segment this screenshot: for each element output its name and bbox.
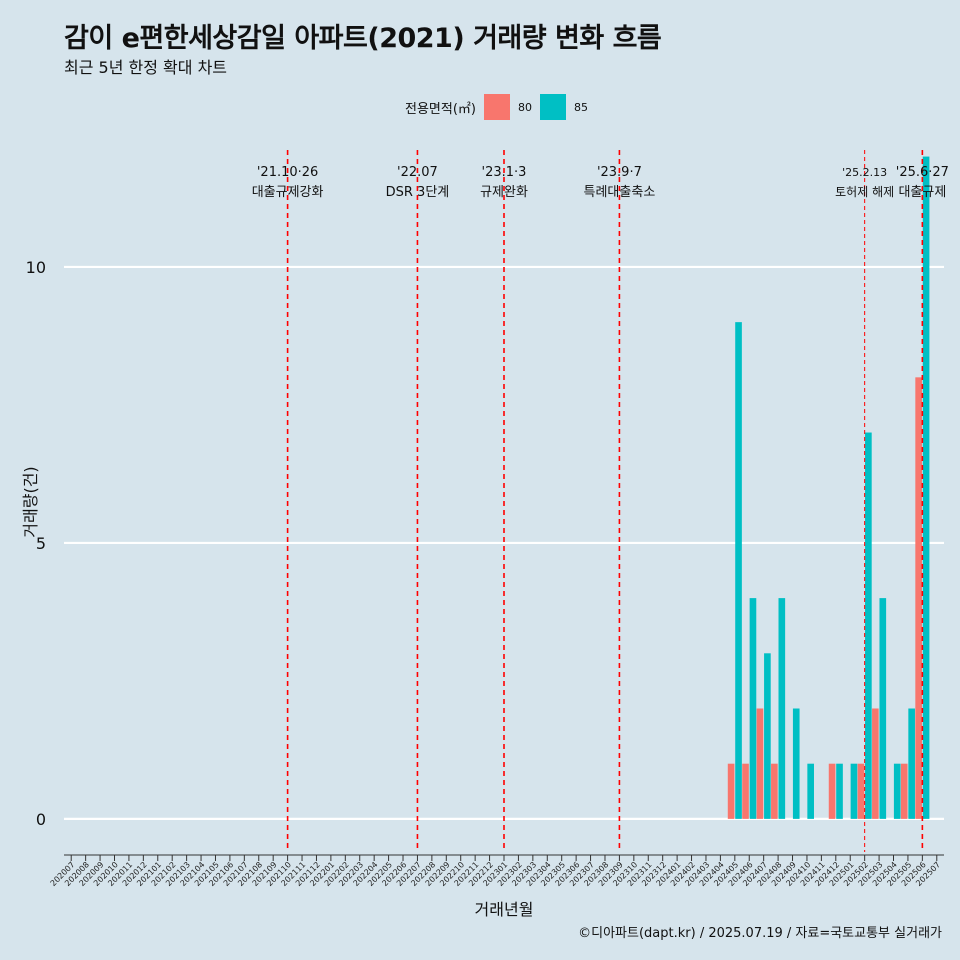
bar-80-202412 <box>828 763 836 819</box>
bar-85-202405 <box>735 322 742 819</box>
event-label-202301: 규제완화 <box>480 185 528 200</box>
bar-85-202502 <box>865 432 872 819</box>
bar-85-202504 <box>893 763 901 819</box>
y-axis-label: 거래량(건) <box>21 466 40 538</box>
bar-80-202405 <box>727 763 735 819</box>
caption: ©디아파트(dapt.kr) / 2025.07.19 / 자료=국토교통부 실… <box>578 926 942 941</box>
legend-label-85: 85 <box>573 100 588 114</box>
bar-85-202410 <box>807 763 814 819</box>
bar-80-202505 <box>900 763 908 819</box>
bar-85-202506 <box>922 156 930 819</box>
y-tick-label: 0 <box>36 810 46 829</box>
event-date-202110: '21.10·26 <box>257 165 318 180</box>
bar-85-202505 <box>908 708 915 819</box>
event-date-202506: '25.6·27 <box>896 165 949 180</box>
event-label-202110: 대출규제강화 <box>252 185 324 200</box>
x-axis-label: 거래년월 <box>474 900 534 919</box>
bar-85-202406 <box>749 598 757 819</box>
bar-80-202406 <box>742 763 749 819</box>
bar-80-202503 <box>872 708 879 819</box>
chart-subtitle: 최근 5년 한정 확대 차트 <box>64 58 228 77</box>
y-tick-label: 5 <box>36 534 46 553</box>
event-label-202502: 토허제 해제 <box>835 185 894 199</box>
legend-label-80: 80 <box>517 100 532 114</box>
event-date-202301: '23.1·3 <box>482 165 527 180</box>
event-label-202309: 특례대출축소 <box>584 185 656 200</box>
event-date-202207: '22.07 <box>397 165 438 180</box>
legend: 전용면적(㎡) 80 85 <box>405 93 596 121</box>
bar-80-202407 <box>756 708 764 819</box>
bar-85-202408 <box>778 598 786 819</box>
event-label-202506: 대출규제 <box>898 185 946 200</box>
legend-key-80 <box>483 94 510 120</box>
bar-85-202501 <box>850 763 858 819</box>
bar-85-202503 <box>879 598 887 819</box>
event-date-202502: '25.2.13 <box>842 166 887 179</box>
y-tick-label: 10 <box>26 258 46 277</box>
bar-85-202412 <box>836 763 843 819</box>
bar-80-202502 <box>857 763 865 819</box>
event-label-202207: DSR 3단계 <box>386 185 450 200</box>
chart-title: 감이 e편한세상감일 아파트(2021) 거래량 변화 흐름 <box>64 23 662 54</box>
bar-80-202506 <box>915 377 922 819</box>
bar-85-202409 <box>792 708 800 819</box>
legend-title: 전용면적(㎡) <box>405 101 476 117</box>
event-date-202309: '23.9·7 <box>597 165 642 180</box>
bar-80-202408 <box>771 763 778 819</box>
legend-key-85 <box>539 94 566 120</box>
bar-85-202407 <box>764 653 771 819</box>
